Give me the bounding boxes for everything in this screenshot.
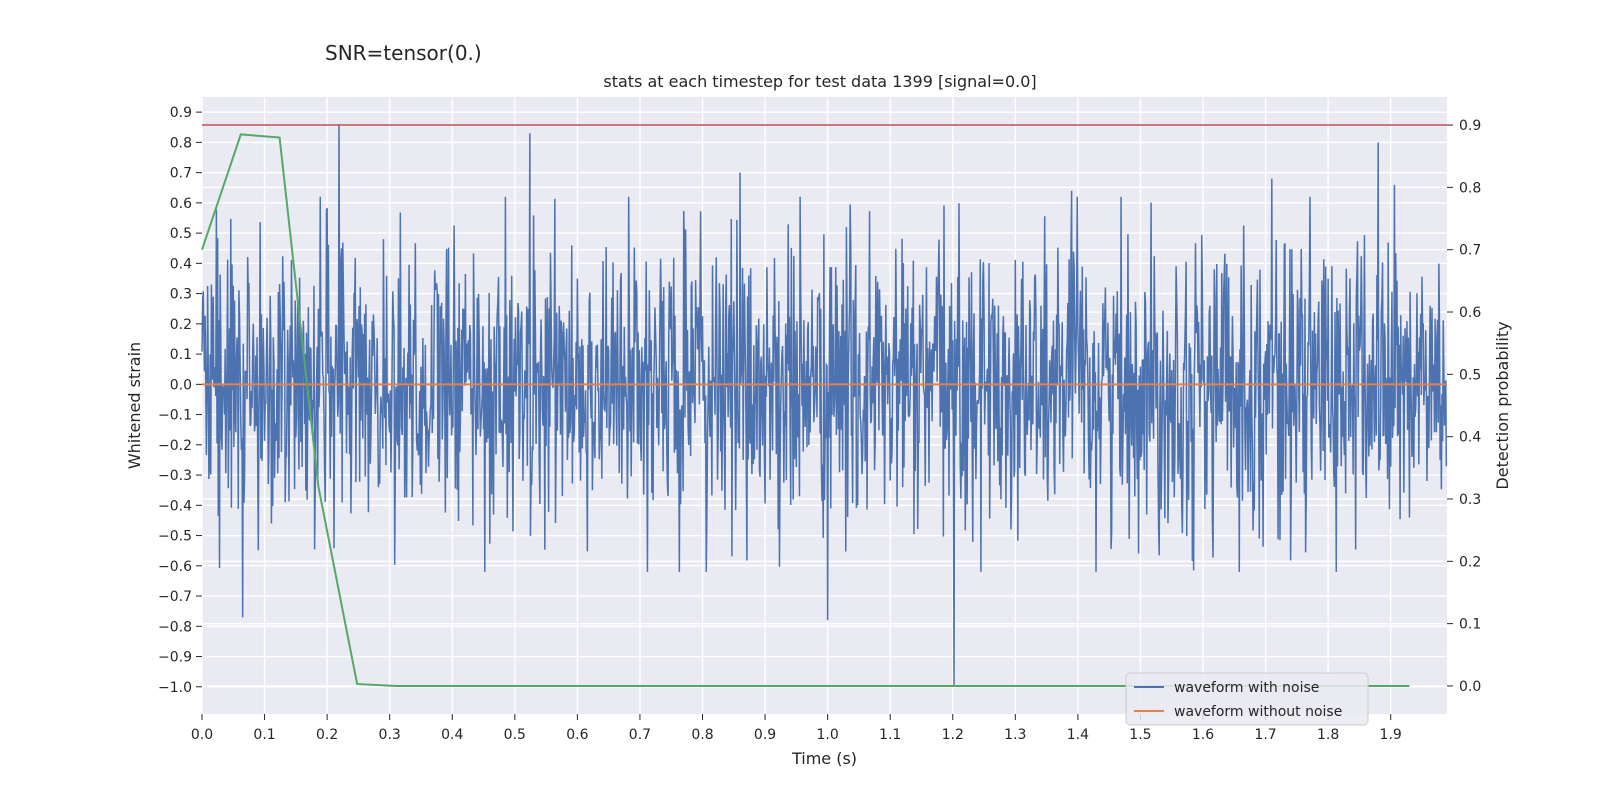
x-axis-label: Time (s) <box>791 749 857 768</box>
series-waveform-with-noise <box>201 124 1448 687</box>
x-tick-label: 0.5 <box>504 727 526 743</box>
y-tick-label: 0.0 <box>170 377 192 393</box>
y2-tick-label: 0.4 <box>1459 430 1481 446</box>
x-tick-label: 0.3 <box>379 727 401 743</box>
legend-label: waveform without noise <box>1174 704 1342 720</box>
x-tick-label: 0.1 <box>253 727 275 743</box>
legend-label: waveform with noise <box>1174 680 1319 696</box>
y2-tick-label: 0.8 <box>1459 180 1481 196</box>
y-tick-label: −0.8 <box>158 619 192 635</box>
x-tick-label: 1.9 <box>1380 727 1402 743</box>
x-tick-label: 0.9 <box>754 727 776 743</box>
y-tick-label: 0.6 <box>170 196 192 212</box>
y-axis-right: 0.9 0.8 0.7 0.6 0.5 0.4 0.3 0.2 0.1 0.0 <box>1447 118 1481 695</box>
y-axis-label: Whitened strain <box>125 342 144 469</box>
y-tick-label: −0.6 <box>158 559 192 575</box>
x-tick-label: 0.8 <box>691 727 713 743</box>
y2-tick-label: 0.1 <box>1459 617 1481 633</box>
noise-trace <box>201 124 1448 687</box>
y2-tick-label: 0.9 <box>1459 118 1481 134</box>
x-tick-label: 1.7 <box>1254 727 1276 743</box>
y-tick-label: 0.4 <box>170 256 192 272</box>
y-tick-label: −0.2 <box>158 438 192 454</box>
y-tick-label: −0.3 <box>158 468 192 484</box>
y-tick-label: −0.9 <box>158 650 192 666</box>
y2-tick-label: 0.6 <box>1459 305 1481 321</box>
y2-tick-label: 0.3 <box>1459 492 1481 508</box>
figure-suptitle: SNR=tensor(0.) <box>325 41 482 65</box>
y-tick-label: 0.5 <box>170 226 192 242</box>
legend-box <box>1125 672 1369 726</box>
probability-trace <box>201 133 1410 687</box>
x-tick-label: 1.5 <box>1129 727 1151 743</box>
x-tick-label: 1.3 <box>1004 727 1026 743</box>
y2-tick-label: 0.7 <box>1459 243 1481 259</box>
series-detection-probability <box>201 133 1410 687</box>
x-tick-label: 1.6 <box>1192 727 1214 743</box>
x-tick-label: 0.7 <box>629 727 651 743</box>
y2-tick-label: 0.5 <box>1459 367 1481 383</box>
y-tick-label: 0.1 <box>170 347 192 363</box>
y-tick-label: −0.5 <box>158 529 192 545</box>
y-tick-label: 0.8 <box>170 135 192 151</box>
y-tick-label: 0.9 <box>170 105 192 121</box>
y-tick-label: 0.2 <box>170 317 192 333</box>
y2-axis-label: Detection probability <box>1493 321 1512 489</box>
x-tick-label: 1.2 <box>942 727 964 743</box>
chart-title: stats at each timestep for test data 139… <box>603 72 1037 91</box>
x-tick-label: 0.0 <box>191 727 213 743</box>
x-tick-label: 0.2 <box>316 727 338 743</box>
x-tick-label: 0.4 <box>441 727 463 743</box>
x-tick-label: 1.8 <box>1317 727 1339 743</box>
legend: waveform with noise waveform without nois… <box>1125 672 1369 726</box>
y-tick-label: 0.3 <box>170 287 192 303</box>
x-tick-label: 0.6 <box>566 727 588 743</box>
x-axis: 0.0 0.1 0.2 0.3 0.4 0.5 0.6 0.7 0.8 0.9 1.0 1.1 1.2 1… <box>191 714 1402 743</box>
y-tick-label: −0.1 <box>158 408 192 424</box>
y2-tick-label: 0.2 <box>1459 554 1481 570</box>
x-tick-label: 1.4 <box>1067 727 1089 743</box>
y-axis-left: 0.9 0.8 0.7 0.6 0.5 0.4 0.3 0.2 0.1 0.0 −0.1 −0.2 −0… <box>158 105 202 696</box>
x-tick-label: 1.0 <box>816 727 838 743</box>
x-tick-label: 1.1 <box>879 727 901 743</box>
y-tick-label: 0.7 <box>170 166 192 182</box>
y2-tick-label: 0.0 <box>1459 679 1481 695</box>
y-tick-label: −0.7 <box>158 589 192 605</box>
y-tick-label: −1.0 <box>158 680 192 696</box>
y-tick-label: −0.4 <box>158 498 192 514</box>
